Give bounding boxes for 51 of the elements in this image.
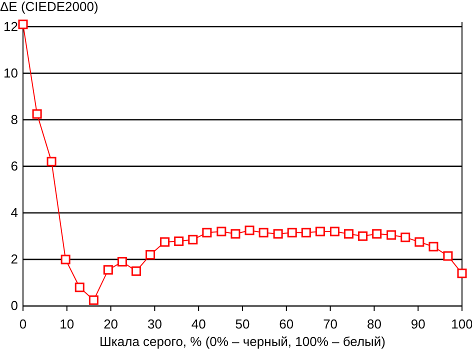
x-tick-label: 30 xyxy=(147,316,162,332)
point xyxy=(443,251,453,261)
point xyxy=(301,228,311,238)
point xyxy=(230,229,240,239)
point xyxy=(344,229,354,239)
point xyxy=(216,226,226,236)
point xyxy=(428,242,438,252)
x-tick-label: 40 xyxy=(191,316,206,332)
y-tick-label: 6 xyxy=(10,158,18,174)
point xyxy=(146,250,156,260)
point xyxy=(372,229,382,239)
x-tick-label: 20 xyxy=(104,316,118,332)
point xyxy=(103,265,113,275)
point xyxy=(244,226,254,236)
point xyxy=(330,226,340,236)
point xyxy=(414,237,424,247)
point xyxy=(273,229,283,239)
point xyxy=(18,20,28,30)
x-tick-label: 90 xyxy=(410,316,426,332)
y-tick-label: 0 xyxy=(10,298,18,314)
y-tick-label: 12 xyxy=(4,18,18,34)
point xyxy=(188,234,198,244)
x-tick-label: 70 xyxy=(323,316,338,332)
x-tick-label: 10 xyxy=(60,316,74,332)
point xyxy=(202,228,212,238)
point xyxy=(88,295,98,305)
y-tick-label: 2 xyxy=(10,252,18,267)
y-tick-label: 8 xyxy=(10,112,18,127)
y-tick-label: 10 xyxy=(4,65,18,80)
point xyxy=(60,254,70,264)
x-axis-title: Шкала серого, % (0% – черный, 100% – белый) xyxy=(100,334,386,349)
x-tick-label: 80 xyxy=(366,316,382,332)
point xyxy=(258,228,268,238)
point xyxy=(457,268,467,278)
point xyxy=(117,257,127,267)
point xyxy=(287,228,297,238)
x-tick-label: 50 xyxy=(235,316,250,332)
point xyxy=(386,230,396,240)
point xyxy=(315,226,325,236)
point xyxy=(46,156,56,166)
point xyxy=(132,266,142,276)
point xyxy=(400,232,410,242)
x-tick-label: 60 xyxy=(279,316,294,332)
y-tick-label: 4 xyxy=(10,205,18,220)
point xyxy=(358,231,368,241)
point xyxy=(174,236,184,246)
point xyxy=(32,109,42,119)
point xyxy=(74,282,84,292)
point xyxy=(160,237,170,247)
y-axis-title: ΔE (CIEDE2000) xyxy=(0,0,98,14)
x-tick-label: 100 xyxy=(451,316,472,332)
